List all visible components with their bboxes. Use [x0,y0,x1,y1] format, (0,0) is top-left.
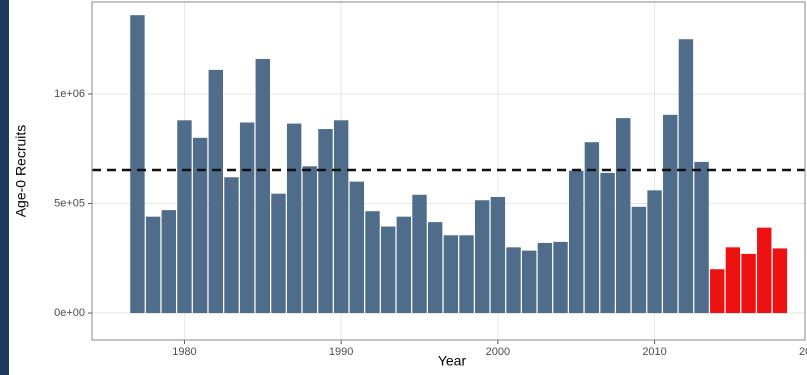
bar [569,170,584,314]
bar [741,253,756,314]
bar [239,122,255,314]
bar [772,248,788,314]
bar [474,200,490,314]
bar [631,206,647,314]
bar [663,114,678,314]
bar [286,123,302,314]
bar [647,190,662,314]
x-tick-label: 2020 [799,346,807,358]
bar [130,15,145,314]
left-edge-strip [0,0,9,375]
bar [161,210,176,314]
y-axis-title: Age-0 Recruits [13,125,29,218]
bar [490,196,506,314]
bar [318,129,333,314]
bar [224,177,239,314]
bar [600,172,615,314]
bar [380,226,396,314]
bar [553,241,568,314]
bar [678,39,694,314]
bar [177,120,192,314]
bar [459,235,474,314]
x-tick-label: 1990 [329,346,353,358]
bar [208,69,224,314]
bar [192,137,208,314]
bar [521,250,537,314]
bar [757,227,772,314]
y-tick-label: 0e+00 [54,307,85,319]
bar [616,118,631,314]
bar [349,181,365,314]
bar [302,166,318,314]
bar [255,58,271,314]
bar [333,120,349,314]
bar [725,247,741,314]
bar [443,235,459,314]
y-tick-label: 1e+06 [54,88,85,100]
y-tick-label: 5e+05 [54,197,85,209]
bar [396,216,412,314]
bar [145,216,161,314]
bar [365,211,380,314]
bar [584,142,600,314]
x-axis-title: Year [438,353,467,369]
bar [710,269,725,314]
x-tick-label: 1980 [172,346,196,358]
bar [412,194,427,314]
bar [271,193,286,314]
bar [506,247,521,314]
x-tick-label: 2010 [642,346,666,358]
bar [537,242,553,314]
plot-border [91,1,806,341]
x-tick-label: 2000 [486,346,510,358]
bar [694,161,709,314]
bar [427,222,443,314]
